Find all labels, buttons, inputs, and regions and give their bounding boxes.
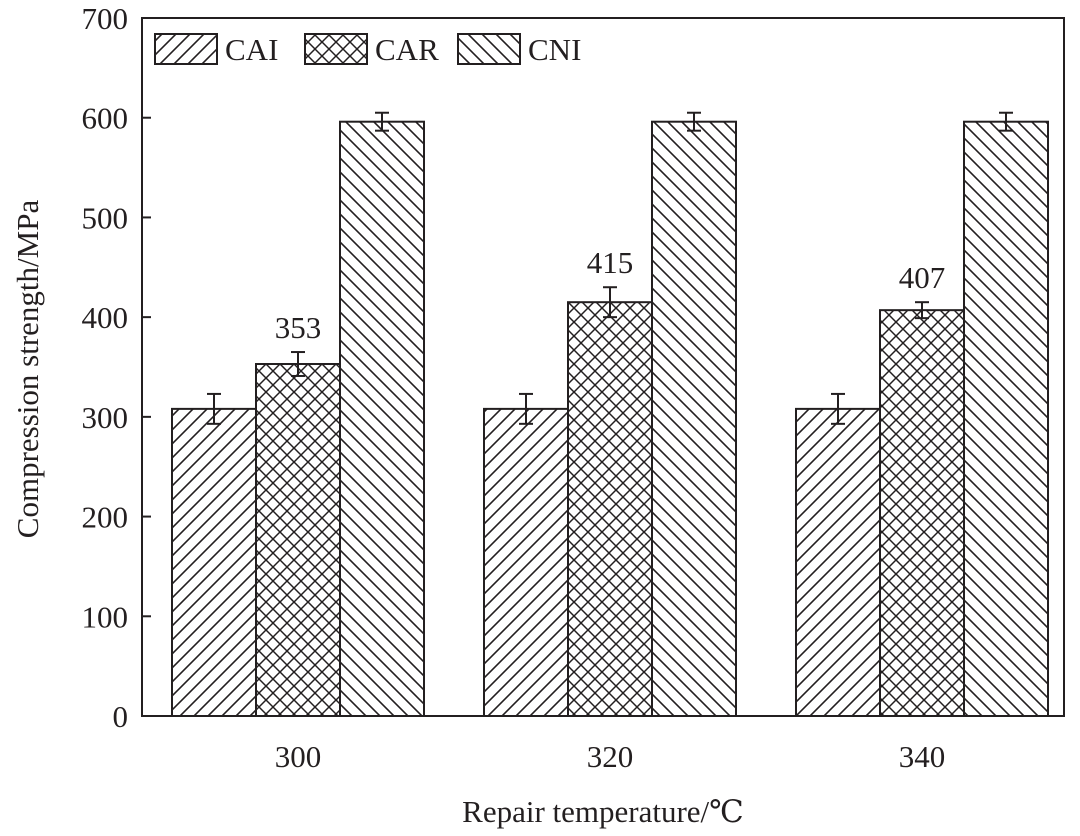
error-bar-cni-340 xyxy=(999,111,1013,132)
legend-item-cai: CAI xyxy=(154,32,278,67)
x-tick-label-320: 320 xyxy=(587,739,634,774)
y-tick-label-600: 600 xyxy=(82,101,129,136)
bar-cai-300 xyxy=(171,407,257,717)
y-tick-label-500: 500 xyxy=(82,200,129,235)
bar-car-320 xyxy=(567,301,653,717)
legend-swatch-cni xyxy=(457,33,521,65)
bar-cai-320 xyxy=(483,407,569,717)
error-bar-cai-320 xyxy=(519,392,533,425)
error-bar-car-320 xyxy=(603,286,617,319)
y-tick-label-0: 0 xyxy=(113,699,129,734)
error-bar-cai-300 xyxy=(207,392,221,425)
bar-cni-300 xyxy=(339,120,425,717)
legend-swatch-cai xyxy=(154,33,218,65)
legend-item-cni: CNI xyxy=(457,32,581,67)
bar-car-340 xyxy=(879,309,965,717)
data-label-car-320: 415 xyxy=(587,245,634,280)
x-tick-label-300: 300 xyxy=(275,739,322,774)
y-tick-label-700: 700 xyxy=(82,1,129,36)
y-tick-label-400: 400 xyxy=(82,300,129,335)
bar-cai-340 xyxy=(795,407,881,717)
legend-item-car: CAR xyxy=(304,32,439,67)
bar-car-300 xyxy=(255,363,341,717)
data-label-car-340: 407 xyxy=(899,260,946,295)
legend-swatch-car xyxy=(304,33,368,65)
y-tick-label-200: 200 xyxy=(82,500,129,535)
error-bar-cni-320 xyxy=(687,111,701,132)
bar-cni-340 xyxy=(963,120,1049,717)
legend-label-cni: CNI xyxy=(528,32,581,67)
bar-cni-320 xyxy=(651,120,737,717)
legend-label-cai: CAI xyxy=(225,32,278,67)
error-bar-car-300 xyxy=(291,351,305,377)
error-bar-cai-340 xyxy=(831,392,845,425)
y-tick-label-100: 100 xyxy=(82,599,129,634)
legend-label-car: CAR xyxy=(375,32,439,67)
y-tick-label-300: 300 xyxy=(82,400,129,435)
error-bar-cni-300 xyxy=(375,111,389,132)
plot-frame xyxy=(141,17,1065,717)
error-bar-car-340 xyxy=(915,301,929,320)
x-axis-title: Repair temperature/℃ xyxy=(462,794,744,829)
data-label-car-300: 353 xyxy=(275,310,322,345)
y-axis-title: Compression strength/MPa xyxy=(10,200,45,539)
x-tick-label-340: 340 xyxy=(899,739,946,774)
